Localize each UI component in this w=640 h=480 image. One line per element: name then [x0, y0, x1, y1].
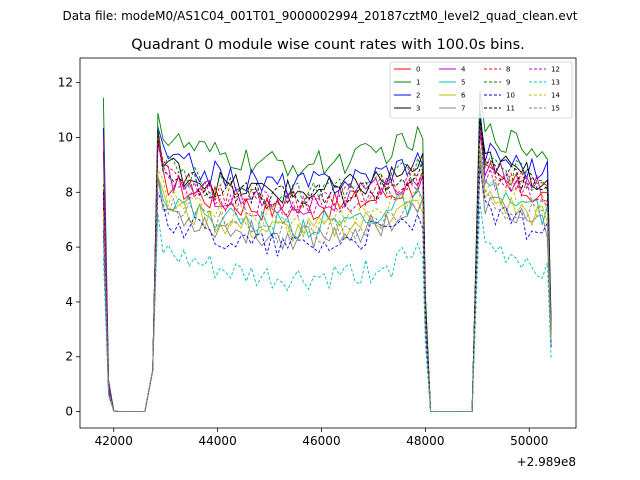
series-line-12 — [102, 128, 552, 413]
legend-label-2: 2 — [416, 92, 420, 100]
legend-label-3: 3 — [416, 105, 420, 113]
series-line-15 — [102, 155, 552, 413]
legend-label-5: 5 — [461, 79, 465, 87]
legend-label-6: 6 — [461, 92, 466, 100]
legend-frame — [389, 61, 573, 119]
x-tick-label: 46000 — [302, 434, 340, 448]
y-axis: 0 2 4 6 8 10 12 — [58, 76, 80, 419]
x-offset-label: +2.989e8 — [517, 455, 576, 469]
legend-label-8: 8 — [506, 66, 510, 74]
x-tick-label: 50000 — [510, 434, 548, 448]
x-tick-label: 44000 — [199, 434, 237, 448]
y-tick-label: 2 — [65, 350, 73, 364]
y-tick-label: 0 — [65, 405, 73, 419]
x-tick-label: 42000 — [95, 434, 133, 448]
legend-label-7: 7 — [461, 105, 465, 113]
legend-label-15: 15 — [551, 105, 560, 113]
legend-label-10: 10 — [506, 92, 515, 100]
x-tick-label: 48000 — [406, 434, 444, 448]
legend-label-1: 1 — [416, 79, 420, 87]
y-tick-label: 10 — [58, 130, 73, 144]
y-tick-label: 4 — [65, 295, 73, 309]
series-line-11 — [102, 120, 552, 413]
series-line-14 — [102, 142, 552, 413]
series-line-13 — [102, 202, 552, 413]
legend-label-4: 4 — [461, 66, 466, 74]
legend-label-14: 14 — [551, 92, 560, 100]
legend-label-11: 11 — [506, 105, 515, 113]
series-line-1 — [102, 89, 552, 413]
plot-frame — [79, 57, 577, 429]
y-tick-label: 8 — [65, 185, 73, 199]
x-axis: 42000 44000 46000 48000 50000 — [95, 428, 548, 448]
legend-label-12: 12 — [551, 66, 560, 74]
y-tick-label: 12 — [58, 76, 73, 90]
chart-title: Quadrant 0 module wise count rates with … — [131, 37, 525, 53]
file-suptitle: Data file: modeM0/AS1C04_001T01_90000029… — [62, 9, 577, 23]
legend-label-13: 13 — [551, 79, 560, 87]
y-tick-label: 6 — [65, 240, 73, 254]
legend-label-9: 9 — [506, 79, 510, 87]
plot-lines — [102, 89, 552, 413]
legend-label-0: 0 — [416, 66, 420, 74]
